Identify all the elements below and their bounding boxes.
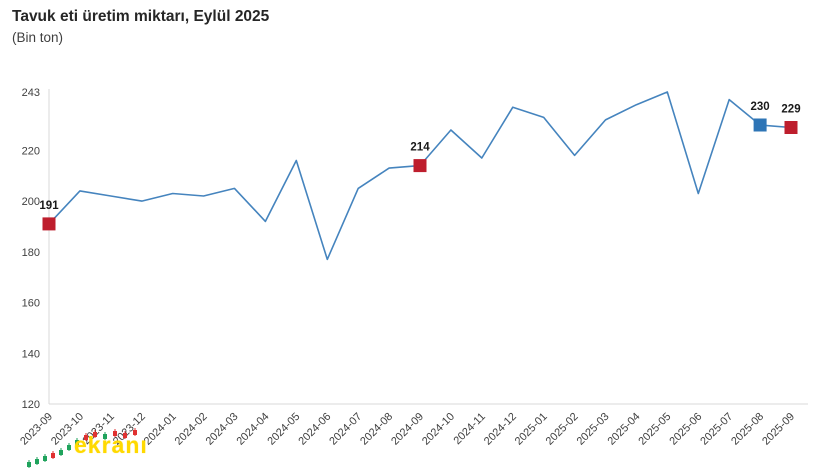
title-block: Tavuk eti üretim miktarı, Eylül 2025 (Bi…	[12, 6, 269, 48]
x-tick-label: 2024-06	[296, 411, 333, 448]
y-tick-label: 243	[22, 87, 40, 99]
y-tick-label: 200	[22, 196, 40, 208]
x-tick-label: 2025-02	[544, 411, 581, 448]
x-tick-label: 2024-01	[142, 411, 179, 448]
data-point-label: 214	[410, 142, 430, 154]
data-point-label: 191	[39, 200, 59, 212]
x-tick-label: 2025-04	[605, 411, 642, 448]
x-tick-label: 2023-11	[80, 411, 116, 447]
production-line	[48, 91, 792, 261]
x-tick-label: 2025-06	[667, 411, 704, 448]
x-tick-label: 2025-07	[698, 411, 735, 448]
y-tick-label: 160	[22, 298, 40, 310]
x-tick-label: 2023-09	[18, 411, 55, 448]
data-point-label: 229	[781, 104, 800, 116]
x-tick-label: 2024-11	[451, 411, 487, 447]
x-tick-label: 2024-08	[358, 411, 395, 448]
x-tick-label: 2025-03	[575, 411, 612, 448]
y-tick-label: 120	[22, 399, 40, 411]
chart-title: Tavuk eti üretim miktarı, Eylül 2025	[12, 8, 270, 25]
data-point-marker	[753, 118, 767, 132]
x-tick-label: 2025-08	[729, 411, 766, 448]
data-point-marker	[784, 121, 798, 134]
x-tick-label: 2023-10	[49, 411, 86, 448]
x-tick-label: 2025-05	[636, 411, 673, 448]
y-tick-label: 220	[22, 145, 40, 157]
x-tick-label: 2024-10	[420, 411, 457, 448]
x-tick-label: 2024-12	[482, 411, 519, 448]
y-tick-label: 180	[22, 247, 40, 259]
x-tick-label: 2024-03	[204, 411, 241, 448]
data-point-marker	[42, 217, 56, 231]
x-tick-label: 2023-12	[111, 411, 148, 448]
x-tick-label: 2024-02	[173, 411, 210, 448]
y-tick-label: 140	[22, 348, 40, 360]
x-tick-label: 2024-09	[389, 411, 426, 448]
x-tick-label: 2025-01	[513, 411, 550, 448]
data-point-marker	[413, 159, 427, 173]
x-tick-label: 2024-07	[327, 411, 364, 448]
x-tick-label: 2024-05	[265, 411, 302, 448]
chart-subtitle: (Bin ton)	[12, 29, 64, 45]
x-tick-label: 2025-09	[760, 411, 797, 448]
data-point-label: 230	[751, 101, 770, 113]
x-tick-label: 2024-04	[234, 411, 271, 448]
